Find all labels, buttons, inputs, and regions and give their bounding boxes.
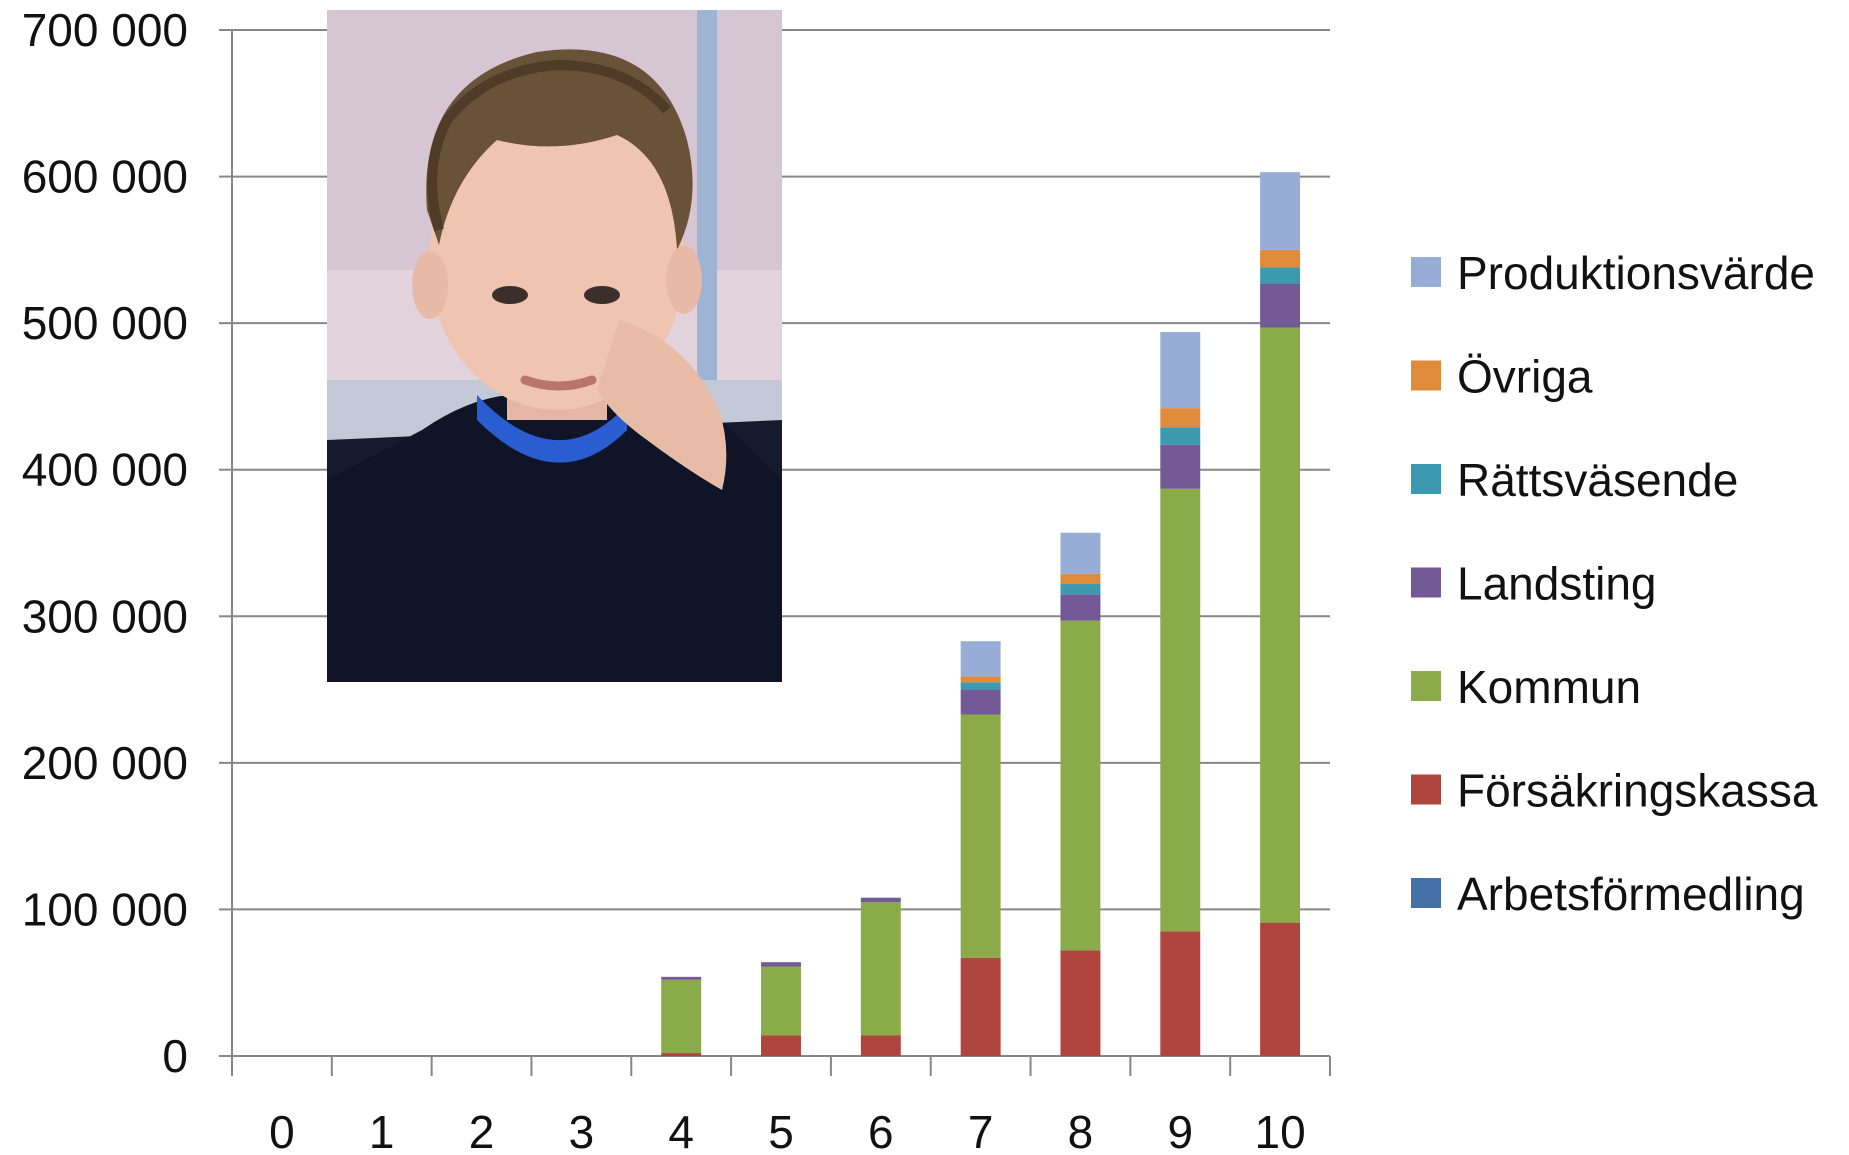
bar-segment	[1060, 620, 1101, 951]
x-tick-label: 2	[469, 1106, 495, 1150]
bar-segment	[761, 966, 801, 1036]
bar-segment	[1160, 331, 1201, 409]
bar-segment	[1260, 283, 1301, 328]
legend-swatch	[1411, 360, 1441, 391]
y-tick-label: 600 000	[22, 151, 188, 203]
bar-segment	[661, 1053, 702, 1056]
bar-segment	[860, 1035, 901, 1056]
bar-segment	[1160, 931, 1201, 1056]
legend: Produktionsvärde Övriga Rättsväsende Landst…	[1411, 247, 1818, 920]
bar-segment	[1060, 594, 1101, 621]
x-tick-label: 5	[768, 1106, 794, 1150]
bar-segment	[1260, 327, 1301, 923]
bar-segment	[860, 902, 901, 1036]
legend-swatch	[1411, 464, 1441, 494]
x-tick-label: 7	[968, 1106, 994, 1150]
legend-label: Försäkringskassa	[1457, 765, 1818, 817]
y-tick-label: 400 000	[22, 444, 188, 496]
bar-segment	[661, 979, 702, 1054]
bar-segment	[960, 641, 1001, 677]
legend-swatch	[1411, 878, 1441, 908]
bar-segment	[960, 676, 1001, 683]
bar-segment	[1060, 584, 1101, 595]
bar-segment	[1160, 427, 1201, 445]
x-tick-label: 4	[668, 1106, 694, 1150]
legend-label: Övriga	[1457, 351, 1593, 403]
bar-segment	[860, 897, 901, 903]
legend-label: Produktionsvärde	[1457, 247, 1815, 299]
bar-segment	[960, 714, 1001, 958]
y-tick-label: 300 000	[22, 590, 188, 642]
bar-segment	[1060, 532, 1101, 574]
bar-segment	[1060, 950, 1101, 1056]
bar-segment	[1160, 444, 1201, 489]
legend-label: Kommun	[1457, 661, 1641, 713]
y-tick-label: 500 000	[22, 297, 188, 349]
bar-segment	[1260, 922, 1301, 1056]
x-tick-label: 10	[1255, 1106, 1306, 1150]
x-tick-label: 6	[868, 1106, 894, 1150]
bars	[661, 172, 1301, 1056]
bar-segment	[661, 976, 702, 980]
legend-swatch	[1411, 257, 1441, 287]
bar-segment	[960, 689, 1001, 715]
y-tick-label: 100 000	[22, 883, 188, 935]
x-tick-label: 8	[1068, 1106, 1094, 1150]
legend-swatch	[1411, 567, 1441, 598]
x-tick-label: 9	[1167, 1106, 1193, 1150]
bar-segment	[1160, 408, 1201, 428]
legend-label: Landsting	[1457, 558, 1657, 610]
bar-segment	[960, 957, 1001, 1056]
legend-label: Arbetsförmedling	[1457, 868, 1805, 920]
legend-label: Rättsväsende	[1457, 454, 1738, 506]
bar-segment	[1260, 267, 1301, 284]
bar-segment	[960, 682, 1001, 690]
legend-swatch	[1411, 774, 1441, 805]
bar-segment	[1060, 573, 1101, 585]
legend-swatch	[1411, 671, 1441, 701]
x-tick-label: 0	[269, 1106, 295, 1150]
bar-segment	[761, 962, 801, 967]
bar-segment	[1260, 172, 1301, 250]
x-tick-label: 3	[569, 1106, 595, 1150]
axes: 0 100 000 200 000 300 000 400 000 500 000 600 …	[22, 4, 1331, 1155]
y-tick-label: 200 000	[22, 737, 188, 789]
bar-segment	[1260, 249, 1301, 268]
y-tick-label: 0	[162, 1030, 188, 1082]
bar-segment	[1160, 488, 1201, 932]
x-tick-label: 1	[369, 1106, 395, 1150]
bar-segment	[761, 1035, 801, 1056]
child-photo	[327, 10, 782, 682]
y-tick-label: 700 000	[22, 4, 188, 56]
